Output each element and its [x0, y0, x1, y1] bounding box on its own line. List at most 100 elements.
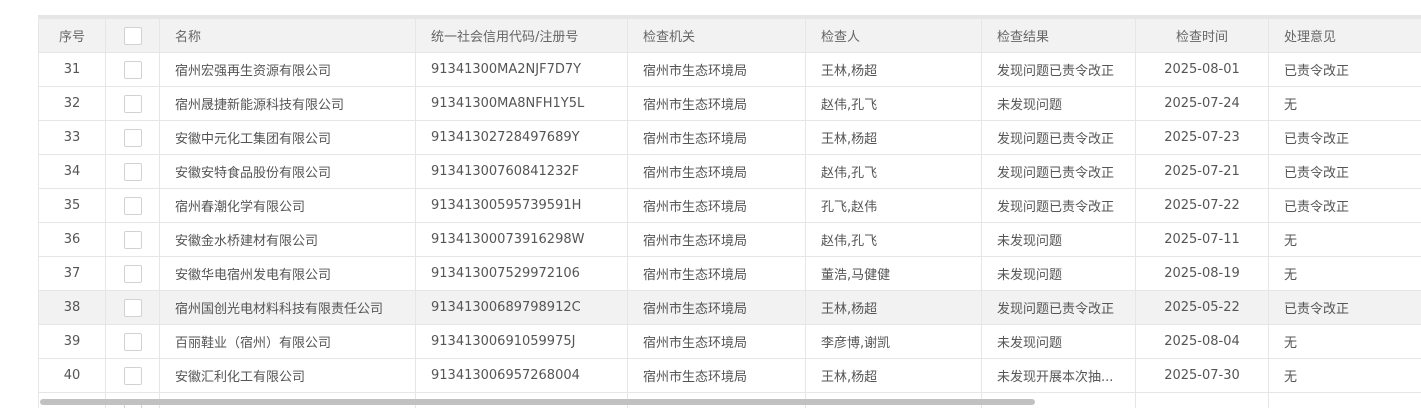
cell-credit-code: 91341300MA2NJF7D7Y — [416, 53, 628, 87]
row-checkbox[interactable] — [124, 129, 142, 147]
cell-index: 34 — [39, 155, 106, 189]
cell-credit-code: 913413007529972106 — [416, 257, 628, 291]
cell-agency: 宿州市生态环境局 — [628, 155, 806, 189]
row-checkbox[interactable] — [124, 231, 142, 249]
cell-select[interactable] — [106, 53, 160, 87]
cell-select[interactable] — [106, 325, 160, 359]
cell-name: 宿州宏强再生资源有限公司 — [160, 53, 416, 87]
cell-agency: 宿州市生态环境局 — [628, 257, 806, 291]
cell-index: 33 — [39, 121, 106, 155]
cell-date: 2025-07-24 — [1136, 87, 1269, 121]
row-checkbox[interactable] — [124, 265, 142, 283]
cell-date: 2025-07-11 — [1136, 223, 1269, 257]
cell-credit-code: 91341300MA8NFH1Y5L — [416, 87, 628, 121]
cell-inspector: 赵伟,孔飞 — [806, 87, 982, 121]
cell-select[interactable] — [106, 359, 160, 393]
cell-index: 38 — [39, 291, 106, 325]
row-checkbox[interactable] — [124, 299, 142, 317]
cell-result: 未发现问题 — [982, 257, 1136, 291]
select-all-checkbox[interactable] — [124, 27, 142, 45]
cell-index: 36 — [39, 223, 106, 257]
cell-name: 安徽汇利化工有限公司 — [160, 359, 416, 393]
cell-name: 宿州国创光电材料科技有限责任公司 — [160, 291, 416, 325]
cell-result: 发现问题已责令改正 — [982, 155, 1136, 189]
cell-inspector: 李彦博,谢凯 — [806, 325, 982, 359]
cell-opinion: 无 — [1269, 359, 1421, 393]
cell-name: 宿州晟捷新能源科技有限公司 — [160, 87, 416, 121]
cell-result: 发现问题已责令改正 — [982, 53, 1136, 87]
cell-select[interactable] — [106, 257, 160, 291]
cell-result: 未发现开展本次抽... — [982, 359, 1136, 393]
cell-inspector: 赵伟,孔飞 — [806, 223, 982, 257]
cell-opinion: 已责令改正 — [1269, 189, 1421, 223]
header-date: 检查时间 — [1136, 19, 1269, 53]
header-index: 序号 — [39, 19, 106, 53]
cell-opinion: 已责令改正 — [1269, 155, 1421, 189]
cell-credit-code: 91341300760841232F — [416, 155, 628, 189]
row-checkbox[interactable] — [124, 163, 142, 181]
horizontal-scrollbar[interactable] — [40, 399, 1035, 405]
header-credit-code: 统一社会信用代码/注册号 — [416, 19, 628, 53]
row-checkbox[interactable] — [124, 367, 142, 385]
cell-select[interactable] — [106, 223, 160, 257]
cell-result: 未发现问题 — [982, 87, 1136, 121]
cell-date: 2025-08-04 — [1136, 325, 1269, 359]
cell-agency: 宿州市生态环境局 — [628, 87, 806, 121]
cell-credit-code: 91341300691059975J — [416, 325, 628, 359]
cell-select[interactable] — [106, 189, 160, 223]
header-inspector: 检查人 — [806, 19, 982, 53]
cell-inspector: 王林,杨超 — [806, 121, 982, 155]
cell-name: 安徽金水桥建材有限公司 — [160, 223, 416, 257]
cell-credit-code: 91341300689798912C — [416, 291, 628, 325]
cell-date: 2025-08-19 — [1136, 257, 1269, 291]
cell-index: 35 — [39, 189, 106, 223]
cell-date: 2025-05-22 — [1136, 291, 1269, 325]
cell-result: 未发现问题 — [982, 223, 1136, 257]
cell-name: 百丽鞋业（宿州）有限公司 — [160, 325, 416, 359]
cell-agency: 宿州市生态环境局 — [628, 223, 806, 257]
cell-result: 未发现问题 — [982, 325, 1136, 359]
cell-credit-code: 91341300073916298W — [416, 223, 628, 257]
header-select-all[interactable] — [106, 19, 160, 53]
cell-opinion: 无 — [1269, 325, 1421, 359]
cell-agency: 宿州市生态环境局 — [628, 325, 806, 359]
row-checkbox[interactable] — [124, 61, 142, 79]
header-opinion: 处理意见 — [1269, 19, 1421, 53]
cell-date: 2025-07-30 — [1136, 359, 1269, 393]
cell-date: 2025-07-22 — [1136, 189, 1269, 223]
cell-index: 40 — [39, 359, 106, 393]
cell-date: 2025-07-21 — [1136, 155, 1269, 189]
cell-date: 2025-08-01 — [1136, 53, 1269, 87]
cell-inspector: 董浩,马健健 — [806, 257, 982, 291]
cell-opinion: 已责令改正 — [1269, 121, 1421, 155]
inspection-table-container: 序号 名称 统一社会信用代码/注册号 检查机关 检查人 检查结果 检查时间 处理… — [38, 15, 1421, 408]
cell-name: 宿州春潮化学有限公司 — [160, 189, 416, 223]
header-name: 名称 — [160, 19, 416, 53]
row-checkbox[interactable] — [124, 197, 142, 215]
cell-date: 2025-07-23 — [1136, 121, 1269, 155]
row-checkbox[interactable] — [124, 333, 142, 351]
row-checkbox[interactable] — [124, 95, 142, 113]
cell-credit-code: 91341302728497689Y — [416, 121, 628, 155]
cell-select[interactable] — [106, 121, 160, 155]
cell-select[interactable] — [106, 155, 160, 189]
cell-credit-code: 91341300595739591H — [416, 189, 628, 223]
cell-opinion: 无 — [1269, 87, 1421, 121]
cell-agency: 宿州市生态环境局 — [628, 291, 806, 325]
cell-inspector: 王林,杨超 — [806, 359, 982, 393]
cell-select[interactable] — [106, 87, 160, 121]
cell-select[interactable] — [106, 291, 160, 325]
cell-inspector: 孔飞,赵伟 — [806, 189, 982, 223]
cell-credit-code: 913413006957268004 — [416, 359, 628, 393]
cell-inspector: 王林,杨超 — [806, 53, 982, 87]
